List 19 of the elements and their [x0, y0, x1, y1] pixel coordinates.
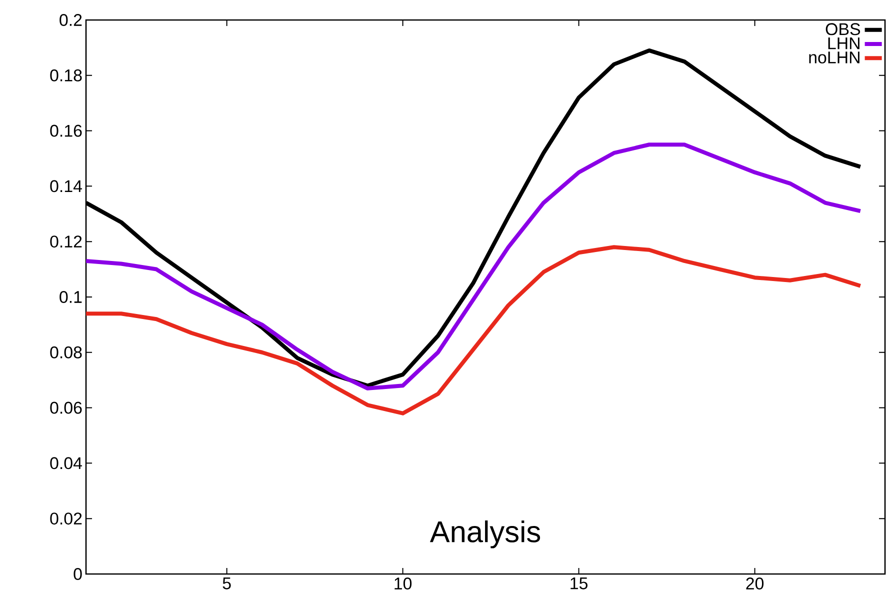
legend-label: noLHN [809, 52, 860, 64]
annotation: Analysis [430, 520, 540, 548]
legend-label: OBS [826, 23, 860, 36]
y-tick-label: 0.02 [50, 512, 82, 525]
y-tick-label: 0.14 [50, 180, 82, 192]
y-tick-label: 0.04 [50, 457, 82, 470]
x-tick-label: 15 [570, 578, 588, 590]
y-tick-label: 0.18 [50, 69, 82, 82]
x-tick-label: 5 [222, 578, 231, 590]
y-tick-label: 0.16 [50, 124, 82, 137]
y-tick-label: 0.12 [50, 236, 82, 248]
y-tick-label: 0.08 [50, 346, 82, 358]
y-tick-label: 0 [74, 568, 82, 580]
y-tick-label: 0.06 [50, 402, 82, 414]
x-tick-label: 10 [394, 578, 412, 590]
legend-label: LHN [828, 37, 860, 50]
x-tick-label: 20 [746, 578, 764, 590]
y-tick-label: 0.2 [60, 14, 82, 26]
y-tick-label: 0.1 [60, 290, 82, 303]
